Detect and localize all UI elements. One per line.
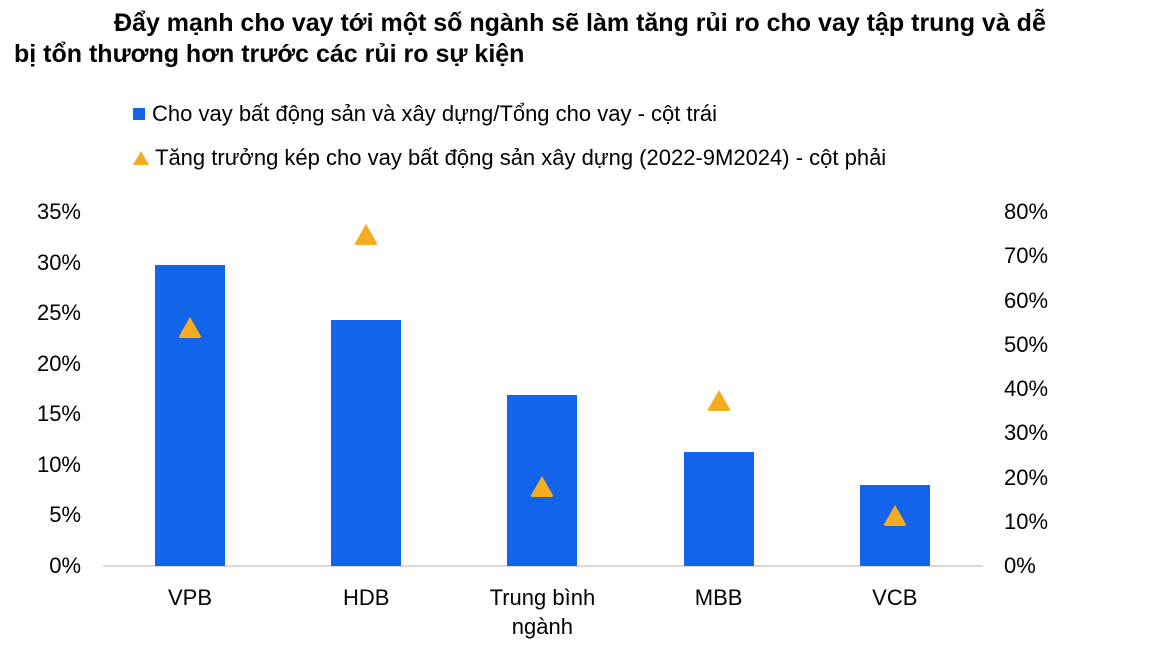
right-axis-tick: 20% (1004, 464, 1049, 490)
chart-title-line-1: Đẩy mạnh cho vay tới một số ngành sẽ làm… (114, 9, 1046, 37)
blue-square-icon (133, 108, 145, 120)
left-axis-tick: 0% (49, 553, 81, 578)
right-axis-tick: 50% (1004, 331, 1049, 357)
right-axis-tick: 80% (1004, 199, 1049, 224)
category-label-MBB: MBB (694, 585, 743, 610)
triangle-marker-VCB (882, 504, 907, 526)
legend-label-triangles: Tăng trưởng kép cho vay bất động sản xây… (155, 145, 887, 170)
right-axis-tick: 0% (1004, 553, 1036, 578)
right-axis-tick: 60% (1004, 287, 1049, 313)
right-axis-tick: 70% (1004, 243, 1049, 269)
yellow-triangle-icon (133, 151, 149, 165)
category-label-VCB: VCB (872, 585, 918, 610)
chart-title: Đẩy mạnh cho vay tới một số ngành sẽ làm… (14, 8, 1099, 70)
category-label-VPB: VPB (167, 585, 213, 610)
bar-VPB (155, 264, 225, 566)
category-label-Trung bình ngành: Trung bình ngành (489, 585, 596, 639)
left-axis-tick: 20% (36, 350, 81, 376)
right-axis-tick: 10% (1004, 508, 1049, 534)
left-axis-tick: 25% (36, 300, 81, 326)
legend-label-bars: Cho vay bất động sản và xây dựng/Tổng ch… (152, 101, 718, 126)
right-axis-tick: 40% (1004, 376, 1049, 401)
right-axis-tick: 30% (1004, 420, 1049, 446)
triangle-marker-VPB (178, 316, 202, 338)
legend-item-bars: Cho vay bất động sản và xây dựng/Tổng ch… (133, 101, 717, 127)
left-axis-tick: 30% (36, 249, 81, 275)
left-axis-tick: 15% (36, 401, 81, 427)
left-axis-tick: 10% (36, 451, 81, 477)
left-axis-tick: 35% (36, 199, 81, 224)
triangle-marker-MBB (706, 389, 731, 411)
bar-MBB (683, 451, 754, 566)
chart-title-line-2: bị tổn thương hơn trước các rủi ro sự ki… (14, 40, 525, 68)
bar-HDB (331, 320, 402, 566)
triangle-marker-HDB (354, 223, 379, 245)
left-axis-tick: 5% (49, 502, 81, 528)
category-label-HDB: HDB (342, 585, 390, 610)
triangle-marker-Trung bình ngành (530, 475, 555, 497)
legend-item-triangles: Tăng trưởng kép cho vay bất động sản xây… (133, 145, 886, 171)
x-axis-line (103, 565, 983, 567)
